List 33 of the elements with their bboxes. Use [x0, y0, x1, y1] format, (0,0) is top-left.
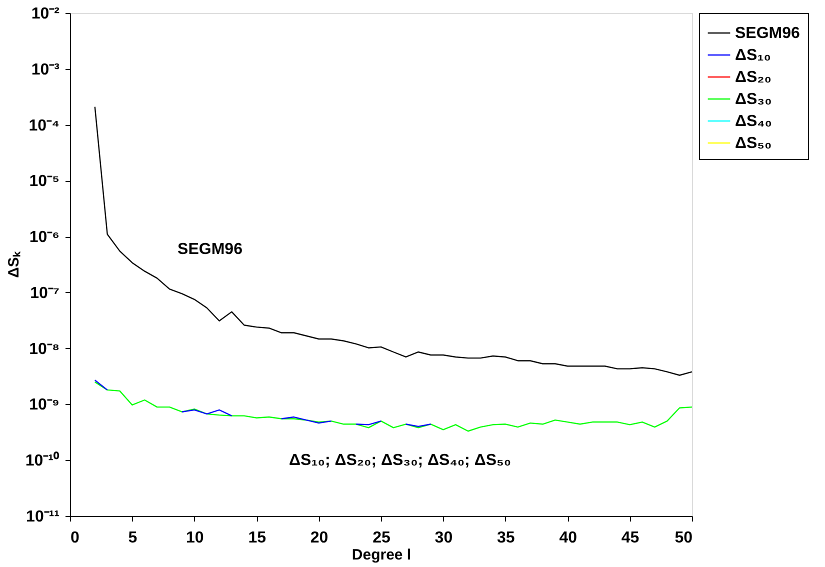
legend-label: ΔS₄₀ — [735, 113, 772, 130]
x-tick-label: 40 — [559, 530, 578, 546]
x-tick-label: 50 — [674, 530, 693, 546]
y-tick-label: 10⁻¹⁰ — [25, 452, 60, 470]
line-series — [94, 106, 693, 376]
x-tick-label: 25 — [372, 530, 390, 546]
y-tick-label: 10⁻⁸ — [29, 340, 60, 358]
x-tick-label: 10 — [186, 530, 204, 546]
annotation: ΔS₁₀; ΔS₂₀; ΔS₃₀; ΔS₄₀; ΔS₅₀ — [288, 452, 512, 469]
x-tick-label: 0 — [70, 530, 80, 546]
legend-label: ΔS₂₀ — [735, 69, 772, 86]
legend-label: SEGM96 — [735, 25, 800, 42]
line-series — [94, 381, 693, 432]
x-tick-label: 5 — [128, 530, 138, 546]
legend-label: ΔS₃₀ — [735, 91, 772, 108]
y-axis-title: ΔSₖ — [5, 251, 22, 278]
x-tick-label: 15 — [248, 530, 266, 546]
x-tick-label: 20 — [310, 530, 328, 546]
x-tick-label: 35 — [497, 530, 515, 546]
y-tick-label: 10⁻² — [31, 6, 60, 22]
y-tick-label: 10⁻³ — [31, 61, 60, 78]
y-tick-label: 10⁻⁵ — [29, 173, 60, 190]
x-axis-title: Degree l — [352, 546, 412, 564]
annotation: SEGM96 — [178, 241, 243, 258]
y-tick-label: 10⁻⁹ — [29, 396, 60, 414]
y-tick-label: 10⁻⁷ — [30, 284, 60, 302]
y-tick-label: 10⁻¹¹ — [26, 508, 60, 526]
x-tick-label: 30 — [434, 530, 453, 546]
legend-label: ΔS₅₀ — [735, 135, 772, 152]
legend-label: ΔS₁₀ — [735, 47, 771, 64]
x-tick-label: 45 — [621, 530, 640, 546]
y-tick-label: 10⁻⁶ — [29, 229, 60, 246]
y-tick-label: 10⁻⁴ — [28, 117, 60, 134]
